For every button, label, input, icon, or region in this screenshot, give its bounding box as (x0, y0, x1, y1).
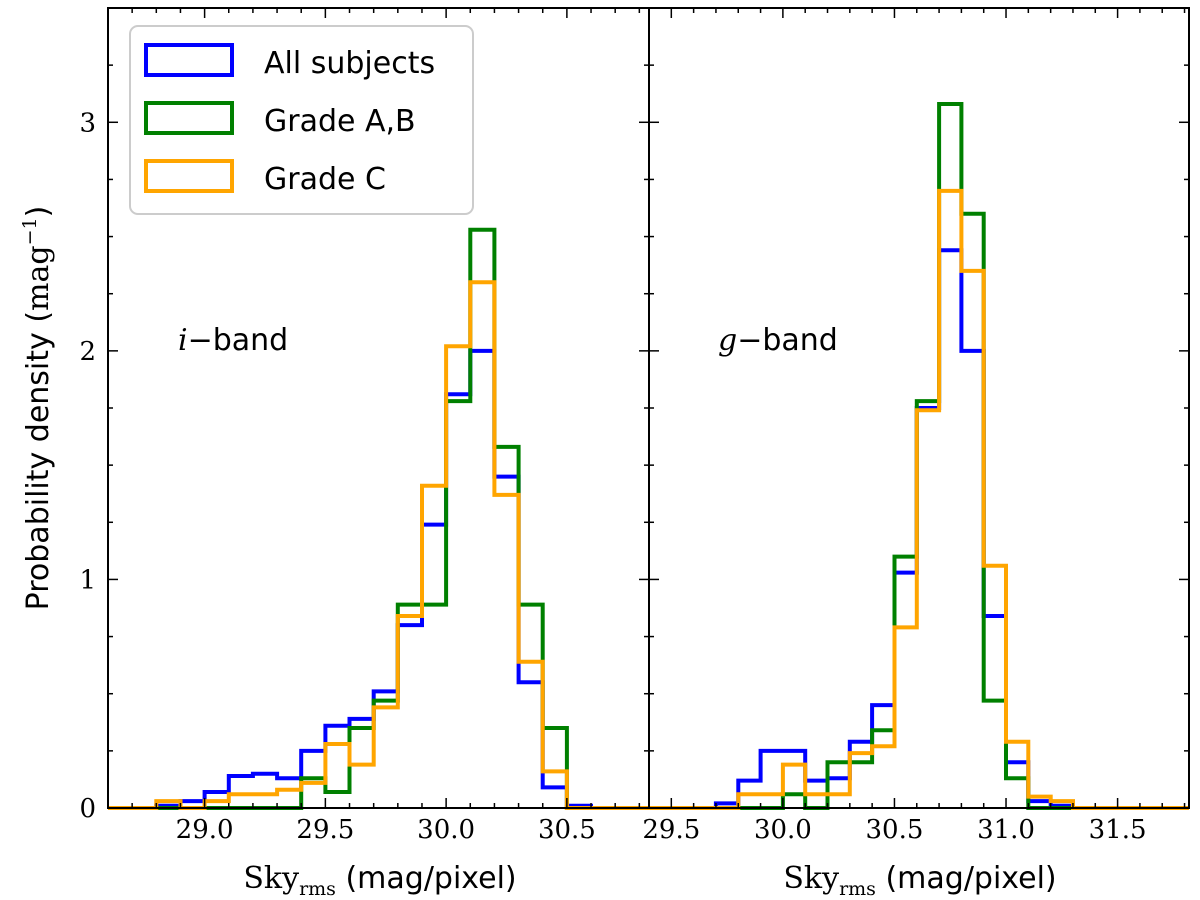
y-tick-label: 1 (79, 565, 96, 595)
legend-item-grade-ab: Grade A,B (144, 101, 416, 139)
legend-swatch-grade-ab (144, 101, 234, 135)
legend-swatch-all-subjects (144, 43, 234, 77)
x-axis-label-right: Skyrms (mag/pixel) (783, 861, 1056, 900)
legend-item-grade-c: Grade C (144, 159, 386, 197)
y-axis-label: Probability density (mag−1) (19, 206, 56, 611)
panel-label-i-band: i−band (178, 323, 288, 358)
x-tick-label-i-band: 30.5 (538, 815, 596, 845)
x-tick-label-g-band: 31.0 (977, 815, 1035, 845)
y-tick-label: 0 (79, 794, 96, 824)
legend-label-grade-ab: Grade A,B (264, 104, 416, 139)
legend-swatch-grade-c (144, 159, 234, 193)
x-tick-label-i-band: 29.0 (176, 815, 234, 845)
legend-label-all-subjects: All subjects (264, 46, 435, 81)
series-grade-c-g-band (649, 188, 1189, 810)
x-tick-label-g-band: 29.5 (642, 815, 700, 845)
x-tick-label-g-band: 31.5 (1089, 815, 1147, 845)
panel-label-g-band: g−band (718, 323, 838, 358)
x-tick-label-g-band: 30.5 (866, 815, 924, 845)
plot-frame-g-band (648, 7, 1190, 809)
x-tick-label-i-band: 29.5 (296, 815, 354, 845)
legend-label-grade-c: Grade C (264, 162, 386, 197)
x-tick-label-g-band: 30.0 (754, 815, 812, 845)
y-tick-label: 3 (79, 108, 96, 138)
x-tick-label-i-band: 30.0 (417, 815, 475, 845)
x-axis-label-left: Skyrms (mag/pixel) (243, 861, 516, 900)
series-grade-a-b-i-band (108, 227, 649, 810)
legend-item-all-subjects: All subjects (144, 43, 435, 81)
y-tick-label: 2 (79, 337, 96, 367)
legend: All subjects Grade A,B Grade C (129, 25, 474, 215)
panel-g-band: 29.5 30.0 30.5 31.0 31.5 (642, 7, 1190, 845)
series-grade-a-b-g-band (649, 102, 1189, 810)
